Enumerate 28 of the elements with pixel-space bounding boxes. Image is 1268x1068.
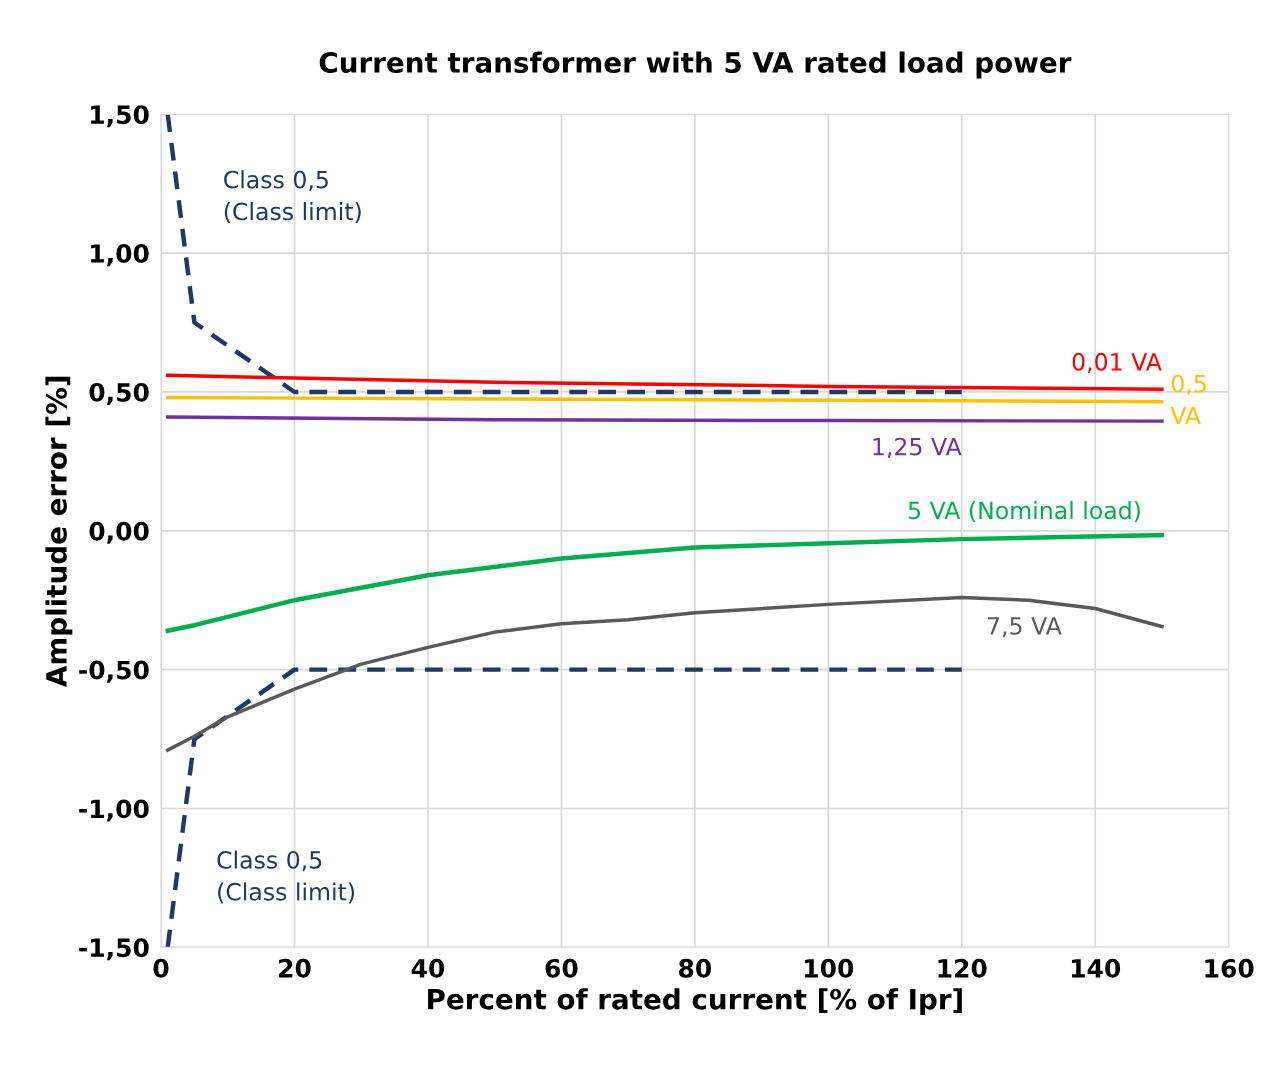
chart-title: Current transformer with 5 VA rated load power [319, 51, 1072, 79]
y-tick-label: 1,00 [91, 244, 149, 267]
series-label: Class 0,5 (Class limit) [217, 850, 355, 904]
series-label: 1,25 VA [873, 437, 962, 458]
x-tick-label: 160 [1205, 958, 1254, 978]
y-tick-label: -1,00 [79, 799, 149, 822]
y-tick-label: 1,50 [91, 105, 149, 128]
series-label: 5 VA (Nominal load) [908, 501, 1140, 523]
x-tick-label: 100 [805, 958, 854, 978]
x-tick-label: 40 [411, 958, 445, 978]
x-tick-label: 60 [545, 958, 578, 978]
y-axis-title: Amplitude error [%] [45, 376, 73, 688]
line-series [165, 373, 1164, 391]
series-label: Class 0,5 (Class limit) [224, 170, 361, 224]
x-tick-label: 20 [279, 958, 311, 978]
y-tick-label: -0,50 [79, 660, 149, 683]
series-label: 7,5 VA [987, 617, 1062, 638]
y-tick-label: 0,00 [89, 521, 149, 544]
x-axis-title: Percent of rated current [% of Ipr] [428, 988, 962, 1016]
x-tick-label: 120 [938, 958, 987, 978]
x-tick-label: 0 [153, 958, 169, 978]
x-tick-label: 140 [1071, 958, 1121, 978]
y-tick-label: 0,50 [89, 382, 149, 405]
line-series [165, 595, 1164, 752]
series-label: 0,5 VA [1170, 374, 1206, 425]
series-label: 0,01 VA [1072, 352, 1162, 374]
x-tick-label: 80 [679, 958, 712, 978]
y-tick-label: -1,50 [79, 938, 149, 961]
